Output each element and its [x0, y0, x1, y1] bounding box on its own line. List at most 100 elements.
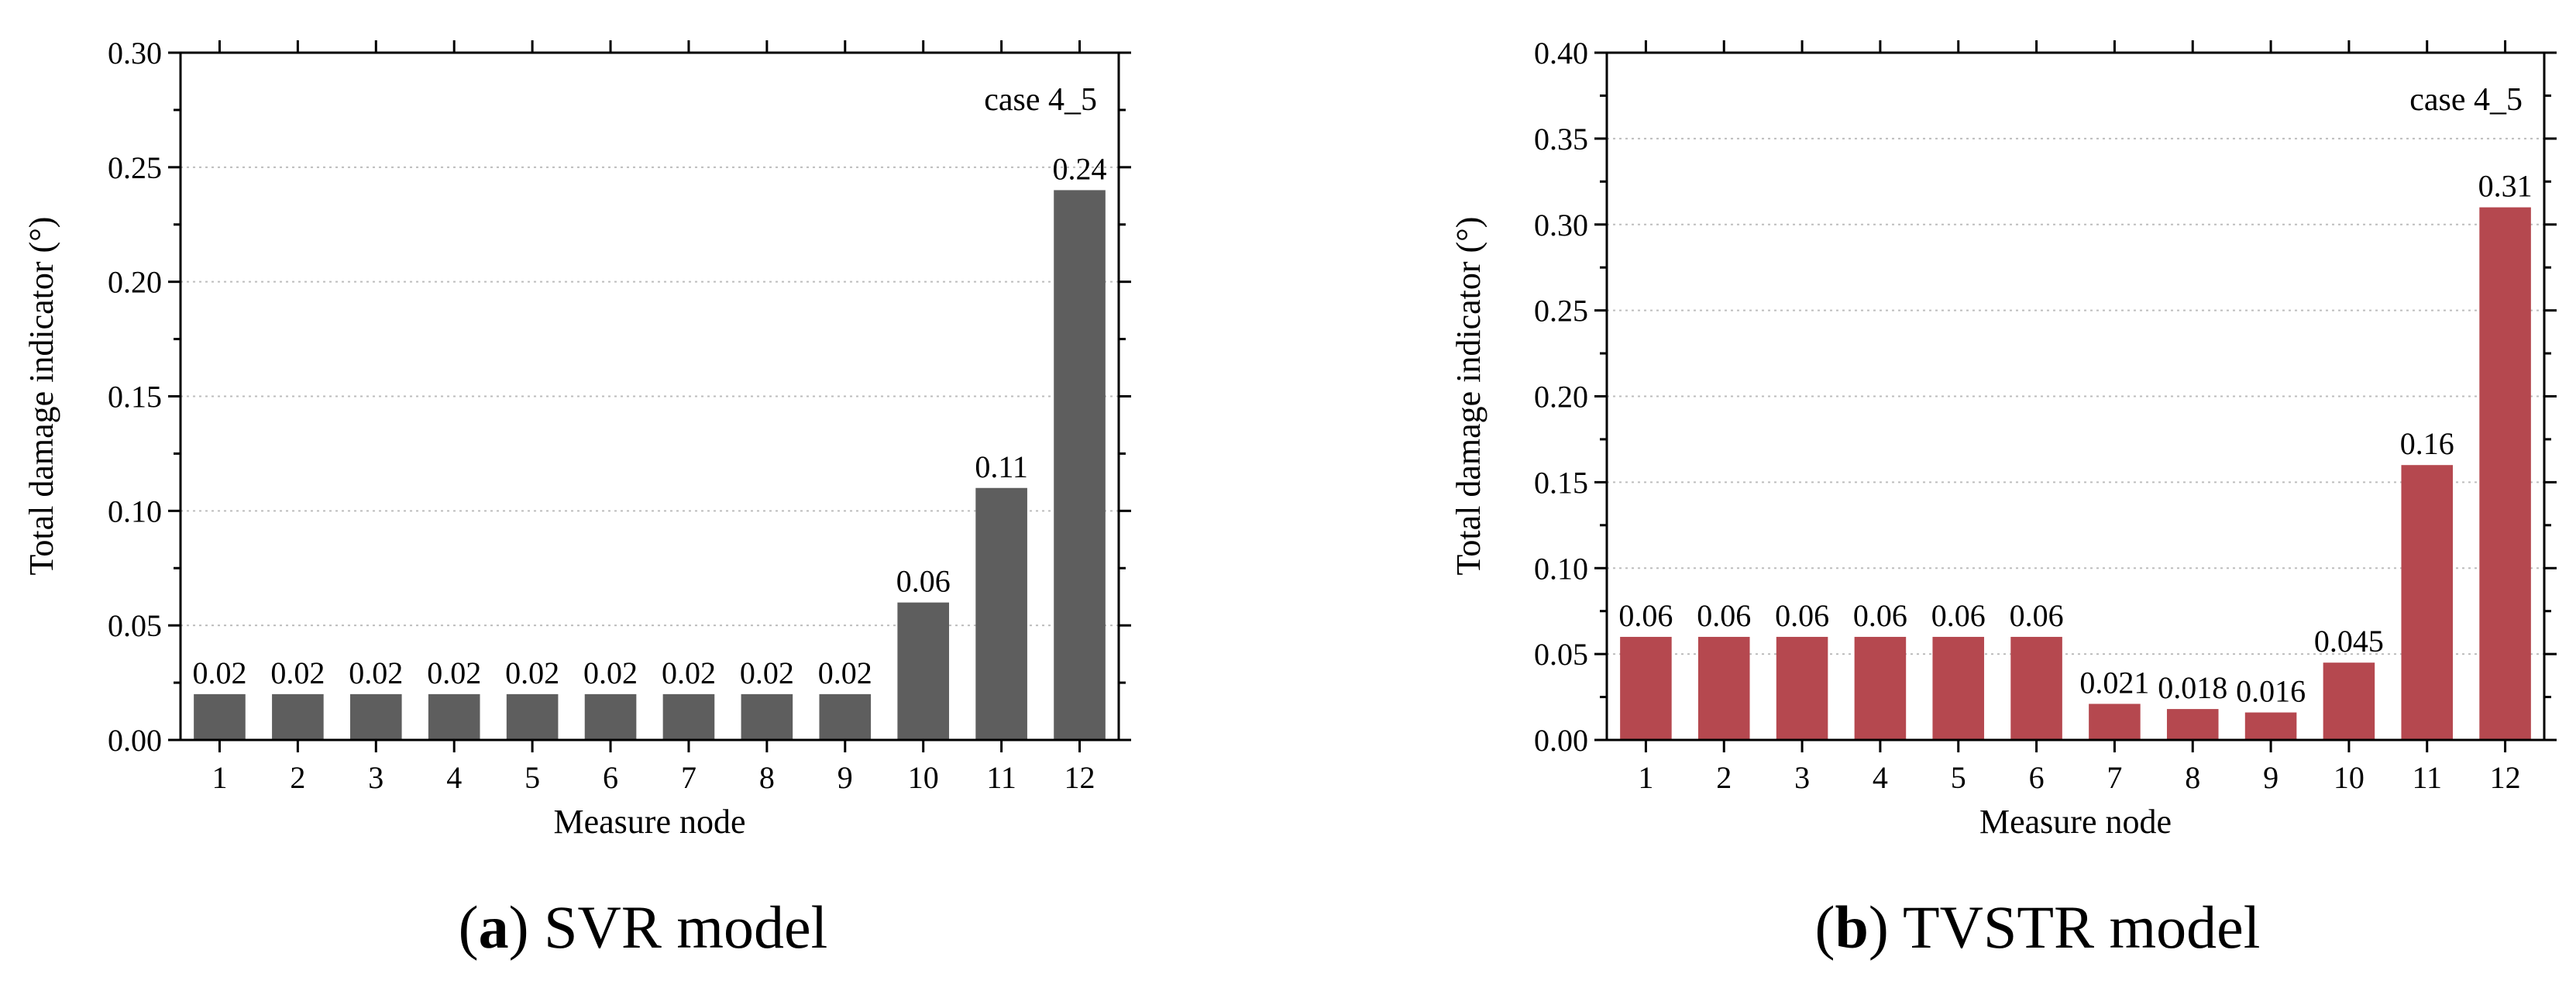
- x-tick-label: 5: [524, 760, 540, 795]
- data-label-node-12: 0.24: [1053, 151, 1107, 186]
- x-tick-label: 1: [1638, 760, 1653, 795]
- data-label-node-12: 0.31: [2478, 169, 2533, 204]
- data-label-node-7: 0.02: [662, 656, 716, 690]
- y-tick-label: 0.05: [1534, 637, 1588, 672]
- data-label-node-6: 0.06: [2010, 598, 2064, 633]
- bar-node-4: [1854, 636, 1907, 740]
- data-label-node-1: 0.02: [192, 656, 246, 690]
- bar-node-2: [272, 693, 324, 740]
- y-tick-label: 0.35: [1534, 122, 1588, 157]
- x-axis-title: Measure node: [1979, 803, 2172, 841]
- data-label-node-4: 0.02: [427, 656, 481, 690]
- bar-node-11: [2401, 465, 2454, 740]
- bar-node-10: [897, 602, 950, 740]
- data-label-node-3: 0.02: [349, 656, 403, 690]
- x-tick-label: 2: [1716, 760, 1732, 795]
- bar-node-12: [1054, 190, 1106, 740]
- y-axis-title: Total damage indicator (°): [22, 217, 60, 576]
- x-tick-label: 1: [212, 760, 227, 795]
- bar-node-3: [349, 693, 402, 740]
- x-tick-label: 3: [368, 760, 383, 795]
- data-label-node-4: 0.06: [1853, 598, 1907, 633]
- y-axis-title: Total damage indicator (°): [1450, 217, 1487, 576]
- bar-node-7: [2089, 704, 2141, 740]
- x-tick-label: 11: [2412, 760, 2442, 795]
- data-label-node-5: 0.06: [1931, 598, 1986, 633]
- x-tick-label: 10: [908, 760, 939, 795]
- data-label-node-2: 0.02: [270, 656, 325, 690]
- data-label-node-8: 0.018: [2158, 670, 2227, 705]
- data-label-node-3: 0.06: [1775, 598, 1829, 633]
- y-tick-label: 0.05: [108, 608, 162, 643]
- data-label-node-10: 0.06: [896, 564, 951, 599]
- data-label-node-11: 0.11: [975, 449, 1028, 484]
- data-label-node-10: 0.045: [2314, 624, 2384, 659]
- x-tick-label: 4: [446, 760, 462, 795]
- y-tick-label: 0.20: [108, 265, 162, 300]
- x-tick-label: 9: [2263, 760, 2279, 795]
- caption-letter-b: b: [1835, 893, 1869, 961]
- bar-node-10: [2323, 662, 2375, 740]
- data-label-node-9: 0.016: [2236, 674, 2306, 709]
- bar-node-9: [2244, 712, 2297, 740]
- x-tick-label: 4: [1873, 760, 1888, 795]
- caption-panel-a: (a) SVR model: [458, 893, 828, 961]
- y-tick-label: 0.30: [108, 36, 162, 71]
- caption-letter-a: a: [478, 893, 509, 961]
- bar-node-2: [1697, 636, 1750, 740]
- y-tick-label: 0.00: [108, 723, 162, 758]
- bar-node-1: [1620, 636, 1672, 740]
- bar-node-11: [975, 487, 1027, 740]
- case-annotation: case 4_5: [984, 82, 1097, 118]
- y-tick-label: 0.10: [1534, 551, 1588, 586]
- x-tick-label: 8: [759, 760, 775, 795]
- data-label-node-11: 0.16: [2400, 426, 2454, 461]
- x-tick-label: 6: [2029, 760, 2045, 795]
- y-tick-label: 0.15: [108, 380, 162, 415]
- y-tick-label: 0.25: [108, 150, 162, 185]
- x-tick-label: 11: [986, 760, 1016, 795]
- data-label-node-5: 0.02: [505, 656, 559, 690]
- x-tick-label: 10: [2334, 760, 2364, 795]
- data-label-node-8: 0.02: [740, 656, 794, 690]
- y-tick-label: 0.25: [1534, 294, 1588, 329]
- x-tick-label: 8: [2185, 760, 2200, 795]
- caption-text-a: SVR model: [544, 893, 828, 961]
- x-axis-title: Measure node: [553, 803, 745, 841]
- bar-node-6: [2010, 636, 2062, 740]
- bar-node-5: [1932, 636, 1985, 740]
- x-tick-label: 9: [837, 760, 853, 795]
- bar-node-5: [506, 693, 559, 740]
- data-label-node-7: 0.021: [2079, 665, 2149, 700]
- x-tick-label: 7: [681, 760, 696, 795]
- x-tick-label: 6: [603, 760, 618, 795]
- chart-panel-a: 0.02 0.02 0.02 0.02 0.02 0.02 0.02 0.02 0.02 0.06…: [22, 36, 1131, 841]
- bar-node-4: [428, 693, 480, 740]
- y-tick-label: 0.20: [1534, 380, 1588, 415]
- y-tick-label: 0.10: [108, 494, 162, 528]
- bar-node-1: [194, 693, 246, 740]
- y-tick-label: 0.00: [1534, 723, 1588, 758]
- bar-node-8: [2166, 709, 2219, 740]
- y-tick-label: 0.40: [1534, 36, 1588, 71]
- data-label-node-2: 0.06: [1697, 598, 1751, 633]
- x-tick-label: 3: [1794, 760, 1810, 795]
- data-label-node-6: 0.02: [583, 656, 638, 690]
- caption-panel-b: (b) TVSTR model: [1814, 893, 2261, 961]
- bar-node-12: [2479, 207, 2531, 740]
- bar-node-8: [741, 693, 793, 740]
- case-annotation: case 4_5: [2409, 82, 2523, 118]
- data-label-node-9: 0.02: [818, 656, 872, 690]
- x-tick-label: 5: [1951, 760, 1966, 795]
- caption-text-b: TVSTR model: [1902, 893, 2261, 961]
- x-tick-label: 12: [1064, 760, 1095, 795]
- chart-panel-b: 0.06 0.06 0.06 0.06 0.06 0.060.021 0.018 0.0160…: [1450, 36, 2557, 841]
- y-tick-label: 0.30: [1534, 208, 1588, 243]
- bar-node-3: [1776, 636, 1828, 740]
- data-label-node-1: 0.06: [1618, 598, 1673, 633]
- x-tick-label: 7: [2107, 760, 2122, 795]
- bar-node-6: [584, 693, 637, 740]
- x-tick-label: 2: [290, 760, 305, 795]
- x-tick-label: 12: [2490, 760, 2521, 795]
